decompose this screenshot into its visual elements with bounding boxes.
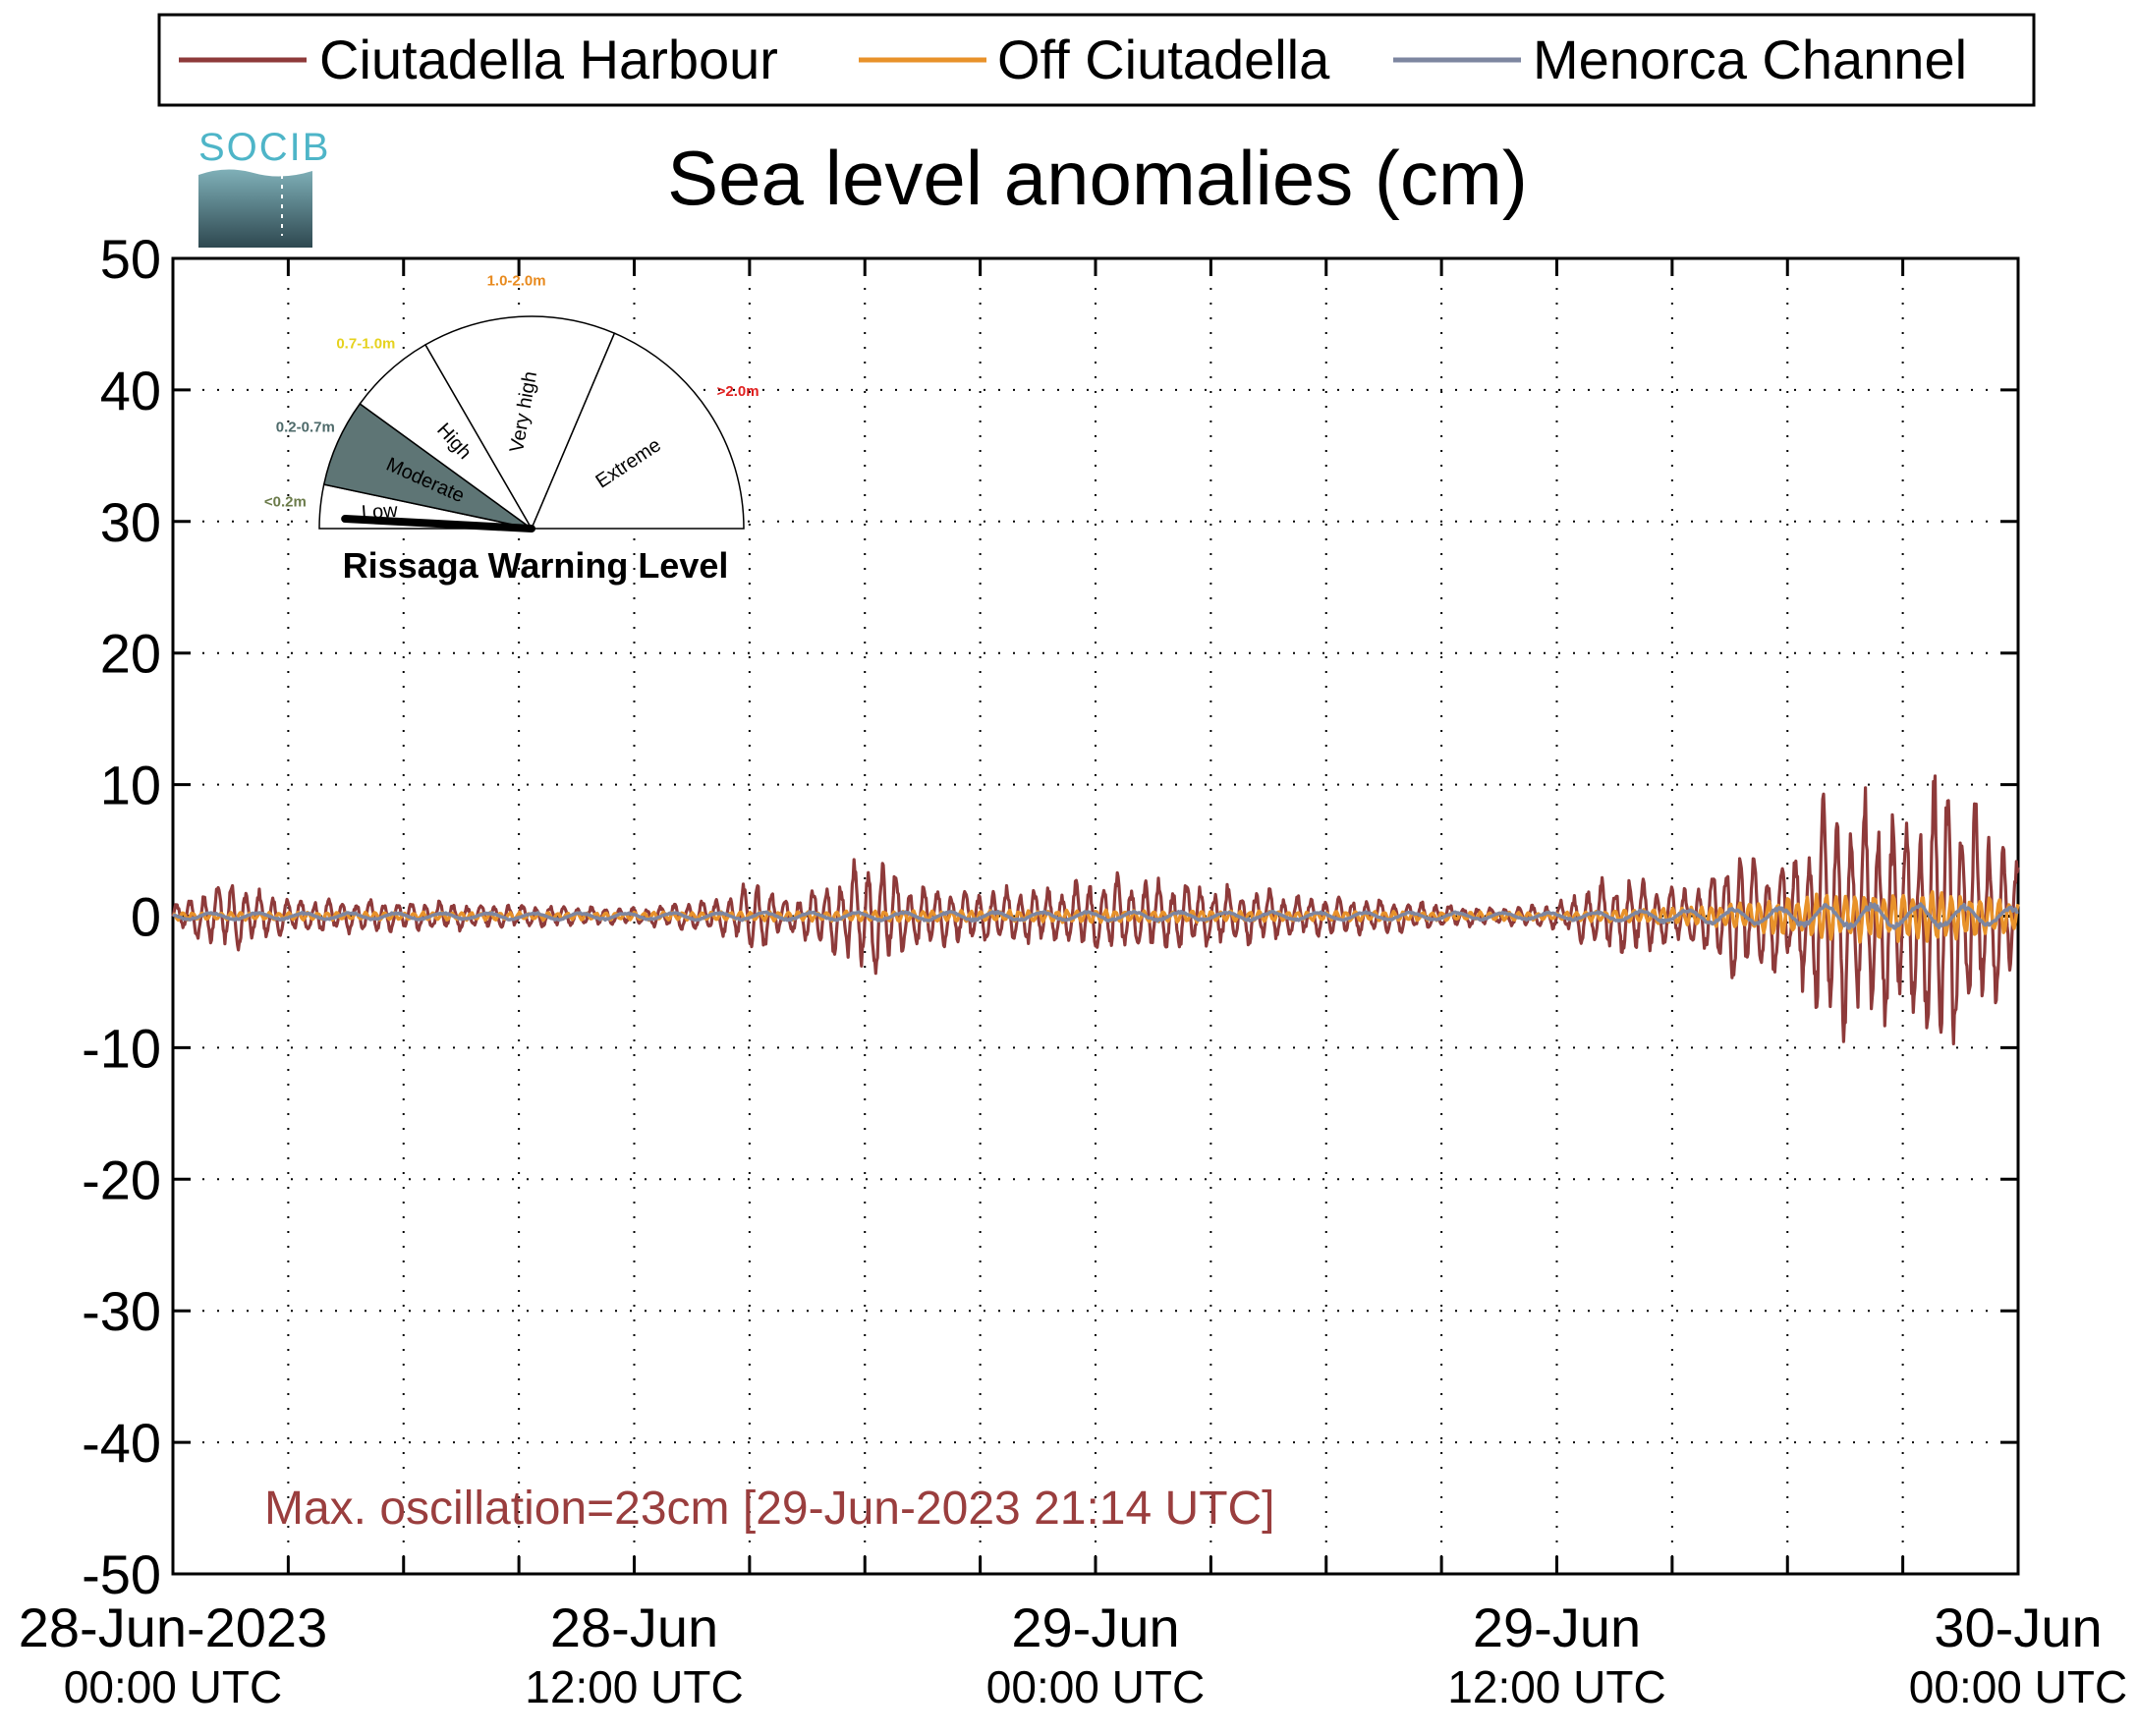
gauge-range-label: 0.2-0.7m [276, 419, 335, 435]
y-tick-label: -30 [82, 1280, 161, 1342]
x-tick-label-time: 00:00 UTC [986, 1661, 1205, 1712]
max-oscillation-annotation: Max. oscillation=23cm [29-Jun-2023 21:14… [264, 1483, 1275, 1535]
gauge-range-label: 1.0-2.0m [487, 272, 546, 289]
socib-logo: SOCIB [198, 126, 330, 248]
x-tick-label-date: 28-Jun [550, 1596, 718, 1658]
x-tick-label-date: 29-Jun [1473, 1596, 1641, 1658]
series-line-menorca-channel [172, 902, 2019, 930]
series-line-ciutadella-harbour [171, 774, 2020, 1045]
y-tick-label: -40 [82, 1412, 161, 1474]
y-tick-label: -50 [82, 1543, 161, 1605]
legend-label-off-ciutadella: Off Ciutadella [997, 28, 1330, 90]
y-tick-label: 20 [100, 623, 161, 685]
y-tick-label: 30 [100, 491, 161, 553]
gauge-range-label: 0.7-1.0m [336, 336, 395, 353]
y-tick-label: 0 [131, 886, 161, 948]
x-tick-label-date: 28-Jun-2023 [19, 1596, 327, 1658]
logo-wave-icon [198, 169, 312, 248]
x-tick-label-time: 00:00 UTC [64, 1661, 282, 1712]
x-tick-label-date: 29-Jun [1011, 1596, 1179, 1658]
legend: Ciutadella Harbour Off Ciutadella Menorc… [157, 13, 2036, 107]
gauge-needle [341, 515, 535, 532]
legend-label-menorca-channel: Menorca Channel [1533, 28, 1967, 90]
gauge-range-label: >2.0m [717, 383, 759, 400]
chart-title: Sea level anomalies (cm) [667, 135, 1528, 221]
y-tick-label: 40 [100, 360, 161, 421]
legend-box [157, 13, 2036, 107]
x-tick-label-time: 12:00 UTC [525, 1661, 743, 1712]
gauge-sector-very-high [423, 315, 616, 531]
series-group [171, 774, 2020, 1045]
y-tick-label: 50 [100, 228, 161, 290]
gauge-title: Rissaga Warning Level [343, 545, 729, 586]
y-tick-label: -10 [82, 1017, 161, 1079]
x-tick-label-time: 12:00 UTC [1447, 1661, 1665, 1712]
x-tick-label-date: 30-Jun [1934, 1596, 2102, 1658]
y-tick-label: -20 [82, 1148, 161, 1210]
gauge-sector-extreme [530, 332, 745, 530]
x-tick-label-time: 00:00 UTC [1909, 1661, 2127, 1712]
gauge-range-label: <0.2m [264, 494, 307, 511]
y-tick-labels: 50 40 30 20 10 0 -10 -20 -30 -40 -50 [82, 228, 161, 1605]
logo-text: SOCIB [198, 126, 330, 169]
y-tick-label: 10 [100, 755, 161, 816]
legend-label-ciutadella-harbour: Ciutadella Harbour [319, 28, 778, 90]
